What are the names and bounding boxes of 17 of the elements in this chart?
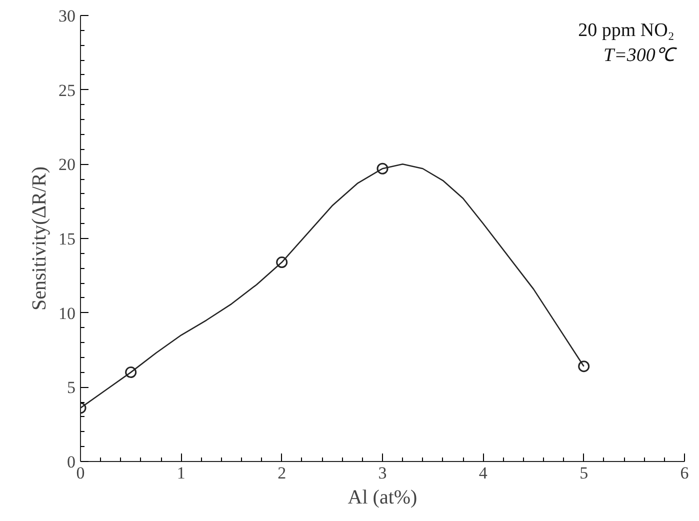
y-tick-label: 5 <box>67 378 76 398</box>
x-tick-label: 4 <box>478 464 488 482</box>
x-tick-label: 3 <box>378 464 387 482</box>
x-tick-label: 1 <box>176 464 186 482</box>
y-tick-label: 20 <box>58 155 76 174</box>
y-tick-label: 10 <box>58 304 76 323</box>
x-tick-label: 2 <box>278 464 286 482</box>
y-tick-label: 30 <box>58 6 76 26</box>
x-tick-label: 6 <box>680 464 689 482</box>
annotation: 20 ppm NO₂ <box>578 20 674 41</box>
y-axis-title: Sensitivity(ΔR/R) <box>28 166 50 310</box>
point <box>578 360 590 372</box>
y-tick-label: 15 <box>58 230 76 248</box>
x-axis-title: Al (at%) <box>348 486 418 508</box>
x-tick-label: 5 <box>580 464 588 482</box>
annotation: T=300℃ <box>604 45 678 66</box>
y-tick-label: 25 <box>58 80 76 100</box>
